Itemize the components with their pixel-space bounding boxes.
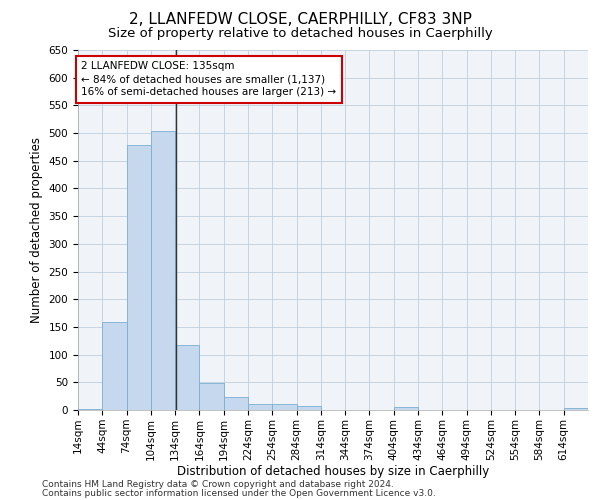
Text: Size of property relative to detached houses in Caerphilly: Size of property relative to detached ho… (107, 28, 493, 40)
Bar (272, 404, 296, 410)
Bar (199, 384, 224, 410)
Text: 2 LLANFEDW CLOSE: 135sqm
← 84% of detached houses are smaller (1,137)
16% of sem: 2 LLANFEDW CLOSE: 135sqm ← 84% of detach… (81, 61, 337, 98)
Bar (564, 408, 588, 410)
Bar (151, 131, 175, 410)
X-axis label: Distribution of detached houses by size in Caerphilly: Distribution of detached houses by size … (177, 466, 489, 478)
Bar (102, 322, 127, 410)
Bar (248, 404, 272, 410)
Bar (296, 406, 321, 410)
Bar (224, 398, 248, 410)
Text: Contains HM Land Registry data © Crown copyright and database right 2024.: Contains HM Land Registry data © Crown c… (42, 480, 394, 489)
Y-axis label: Number of detached properties: Number of detached properties (30, 137, 43, 323)
Bar (175, 344, 199, 410)
Bar (78, 409, 102, 410)
Bar (127, 146, 151, 410)
Bar (394, 407, 418, 410)
Text: 2, LLANFEDW CLOSE, CAERPHILLY, CF83 3NP: 2, LLANFEDW CLOSE, CAERPHILLY, CF83 3NP (128, 12, 472, 28)
Text: Contains public sector information licensed under the Open Government Licence v3: Contains public sector information licen… (42, 488, 436, 498)
